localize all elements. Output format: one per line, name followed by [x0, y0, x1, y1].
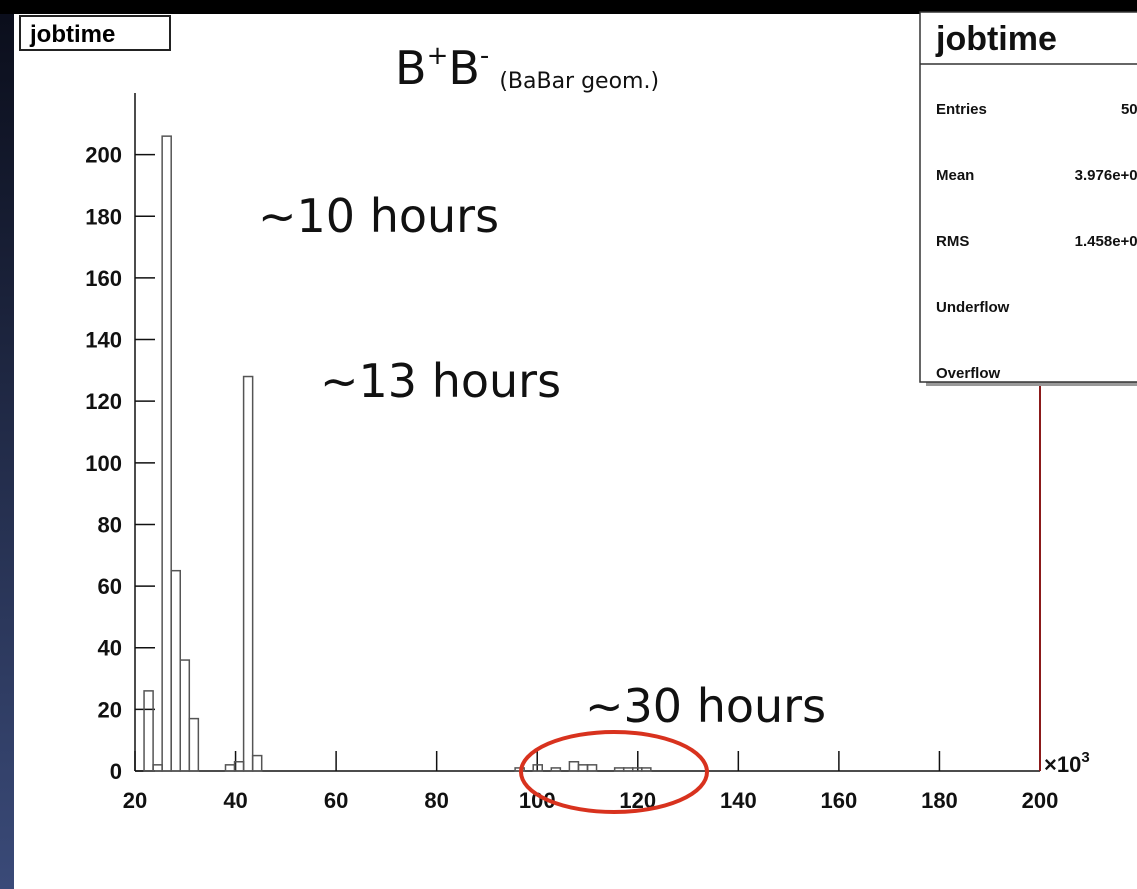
- x-tick-label: 140: [720, 788, 757, 813]
- name-box: [19, 15, 171, 51]
- stats-label: RMS: [936, 233, 969, 250]
- title-part: B: [448, 41, 480, 95]
- x-tick-label: 40: [223, 788, 247, 813]
- stats-value: 3.976e+04: [1075, 167, 1137, 184]
- bar: [586, 764, 598, 772]
- y-tick-label: 20: [98, 697, 122, 722]
- chart-title: B+B-(BaBar geom.): [395, 41, 659, 95]
- stats-label: Overflow: [936, 365, 1001, 382]
- x-multiplier: ×103: [1044, 749, 1090, 777]
- stats-value: 1.458e+04: [1075, 233, 1137, 250]
- y-tick-label: 200: [85, 143, 122, 168]
- bar: [550, 767, 562, 772]
- bar: [532, 764, 544, 772]
- y-tick-label: 140: [85, 328, 122, 353]
- y-tick-label: 100: [85, 451, 122, 476]
- bar: [641, 767, 652, 772]
- stats-label: Entries: [936, 101, 987, 118]
- y-tick-label: 0: [110, 759, 122, 784]
- stats-label: Underflow: [936, 299, 1010, 316]
- x-tick-label: 20: [123, 788, 147, 813]
- annotation: ~10 hours: [258, 189, 499, 243]
- title-part: B: [395, 41, 427, 95]
- stats-label: Mean: [936, 167, 974, 184]
- title-part: -: [480, 41, 489, 71]
- y-tick-label: 80: [98, 512, 122, 537]
- y-tick-label: 180: [85, 204, 122, 229]
- y-tick-label: 160: [85, 266, 122, 291]
- stats-value: 500: [1121, 101, 1137, 118]
- bar: [251, 754, 263, 772]
- y-tick-label: 60: [98, 574, 122, 599]
- annotation: ~13 hours: [320, 354, 561, 408]
- x-tick-label: 80: [424, 788, 448, 813]
- bar: [161, 135, 172, 772]
- x-tick-label: 180: [921, 788, 958, 813]
- x-multiplier-base: ×10: [1044, 752, 1081, 777]
- y-tick-label: 120: [85, 389, 122, 414]
- highlight-ellipse: [519, 730, 709, 814]
- title-part: +: [427, 41, 449, 71]
- stats-box: [919, 11, 1137, 383]
- title-part: (BaBar geom.): [499, 69, 659, 94]
- y-tick-label: 40: [98, 636, 122, 661]
- bar: [242, 375, 254, 772]
- bar: [188, 717, 200, 772]
- name-box-label: jobtime: [29, 21, 115, 48]
- x-tick-label: 200: [1022, 788, 1059, 813]
- stats-title: jobtime: [935, 20, 1057, 58]
- annotation: ~30 hours: [585, 679, 826, 733]
- top-band: [0, 0, 1137, 14]
- bar: [179, 659, 191, 772]
- x-tick-label: 160: [821, 788, 858, 813]
- x-tick-label: 60: [324, 788, 348, 813]
- bar: [143, 690, 154, 772]
- x-multiplier-exp: 3: [1081, 749, 1089, 766]
